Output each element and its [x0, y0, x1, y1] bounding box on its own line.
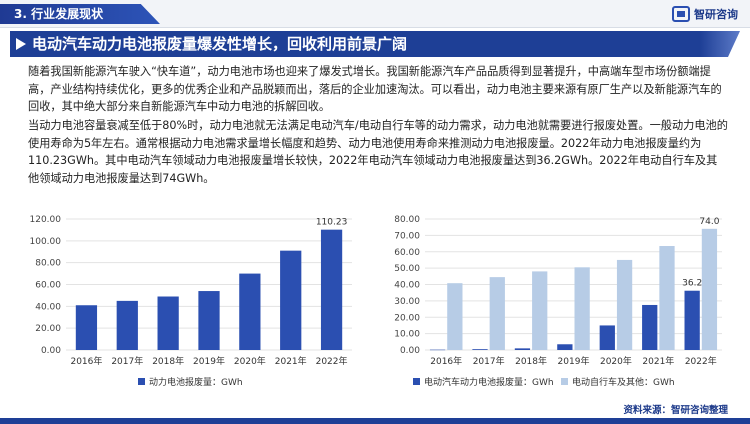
paragraph-1: 随着我国新能源汽车驶入“快车道”，动力电池市场也迎来了爆发式增长。我国新能源汽车…	[28, 65, 722, 113]
y-tick-label: 80.00	[35, 259, 61, 269]
bar	[239, 273, 261, 350]
x-tick-label: 2020年	[600, 355, 632, 367]
bar	[701, 228, 718, 350]
logo-icon	[672, 6, 690, 22]
chart-left: 0.00 20.00 40.00 60.00 80.00 100.00 120.00 2016…	[20, 205, 360, 404]
y-tick-label: 60.00	[394, 248, 420, 258]
bar	[684, 290, 700, 350]
y-tick-label: 10.00	[394, 330, 420, 340]
x-tick-label: 2016年	[70, 355, 102, 367]
x-tick-label: 2022年	[685, 355, 717, 367]
bar	[447, 283, 463, 350]
page-title: 电动汽车动力电池报废量爆发性增长，回收利用前景广阔	[10, 31, 700, 57]
legend-swatch	[561, 378, 568, 385]
paragraph-2: 当动力电池容量衰减至低于80%时，动力电池就无法满足电动汽车/电动自行车等的动力…	[28, 119, 728, 185]
bar	[429, 349, 446, 351]
x-tick-label: 2021年	[275, 355, 307, 367]
chart-right: 0.00 10.00 20.00 30.00 40.00 50.00 60.00 70.00 8…	[385, 205, 730, 404]
data-label: 36.2	[682, 279, 702, 289]
source-note: 资料来源：智研咨询整理	[623, 405, 728, 416]
y-tick-label: 0.00	[400, 346, 420, 356]
bar	[320, 229, 343, 350]
bar	[616, 259, 633, 350]
y-tick-label: 50.00	[394, 264, 420, 274]
bar	[280, 250, 302, 350]
y-tick-label: 100.00	[30, 237, 62, 247]
bar	[574, 267, 590, 350]
banner-decoration	[700, 31, 740, 57]
legend-swatch	[413, 378, 420, 385]
logo-text: 智研咨询	[694, 8, 738, 21]
y-tick-label: 60.00	[35, 281, 61, 291]
legend-label: 电动自行车及其他：GWh	[572, 376, 675, 388]
x-tick-label: 2016年	[430, 355, 462, 367]
bar	[642, 304, 658, 350]
x-tick-label: 2019年	[558, 355, 590, 367]
y-tick-label: 80.00	[394, 215, 420, 225]
x-tick-label: 2018年	[152, 355, 184, 367]
bar	[514, 348, 531, 350]
data-label: 74.0	[699, 217, 719, 227]
y-tick-label: 40.00	[394, 281, 420, 291]
bar	[599, 325, 615, 350]
y-tick-label: 0.00	[41, 346, 61, 356]
x-tick-label: 2017年	[111, 355, 143, 367]
bar	[659, 246, 675, 350]
y-tick-label: 30.00	[394, 297, 420, 307]
x-tick-label: 2019年	[193, 355, 225, 367]
bar	[472, 349, 488, 350]
y-tick-label: 20.00	[35, 324, 61, 334]
data-label: 110.23	[316, 218, 348, 228]
x-tick-label: 2017年	[473, 355, 505, 367]
brand-logo: 智研咨询	[672, 5, 738, 23]
x-tick-label: 2021年	[642, 355, 674, 367]
bar	[75, 305, 98, 350]
x-tick-label: 2022年	[316, 355, 348, 367]
legend-label: 电动汽车动力电池报废量：GWh	[424, 376, 554, 388]
bar	[157, 296, 179, 350]
chart-left-svg: 0.00 20.00 40.00 60.00 80.00 100.00 120.00 2016…	[30, 215, 352, 388]
y-tick-label: 40.00	[35, 302, 61, 312]
x-tick-label: 2018年	[515, 355, 547, 367]
y-tick-label: 20.00	[394, 313, 420, 323]
top-bar: 3. 行业发展现状 智研咨询	[0, 0, 750, 28]
x-tick-label: 2020年	[234, 355, 266, 367]
bar	[557, 344, 573, 350]
legend-swatch	[138, 378, 145, 385]
y-tick-label: 120.00	[30, 215, 62, 225]
bottom-bar	[0, 418, 750, 424]
bar	[489, 277, 505, 350]
y-tick-label: 70.00	[394, 231, 420, 241]
bar	[116, 300, 138, 350]
section-label: 3. 行业发展现状	[0, 4, 160, 24]
bar	[532, 271, 548, 350]
chart-right-svg: 0.00 10.00 20.00 30.00 40.00 50.00 60.00 70.00 8…	[394, 215, 722, 388]
legend-label: 动力电池报废量：GWh	[149, 376, 243, 388]
bar	[198, 291, 220, 350]
